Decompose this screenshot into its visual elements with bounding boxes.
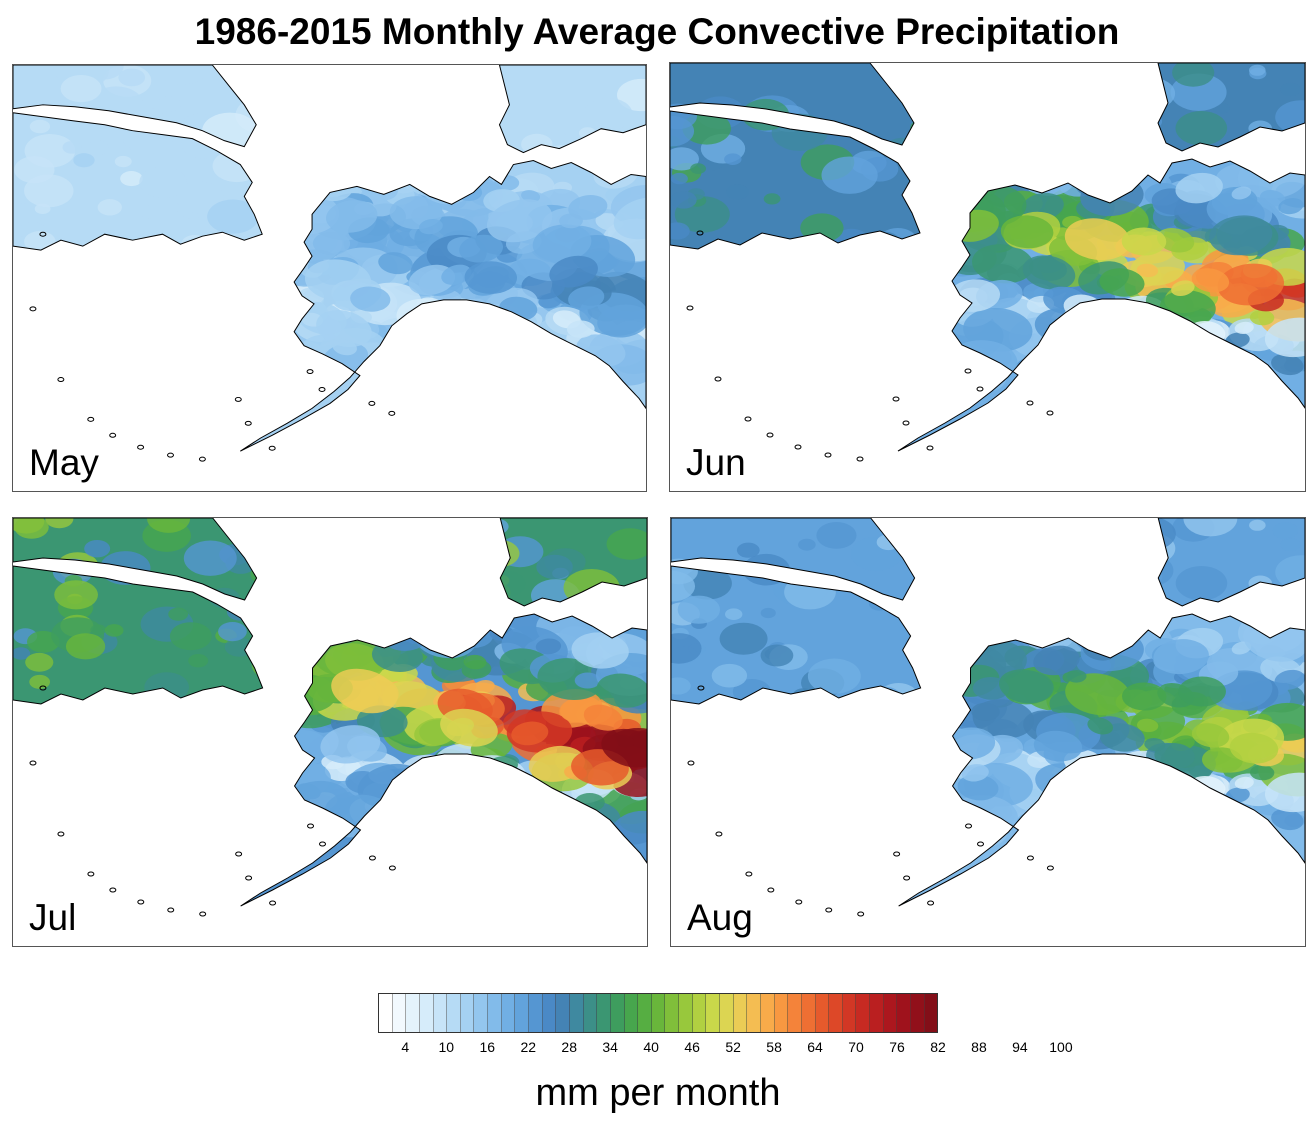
- unit-label: mm per month: [535, 1072, 781, 1114]
- colorbar-cell: [910, 994, 925, 1032]
- colorbar-tick-label: 10: [438, 1039, 455, 1055]
- color-legend: 4 10 16 22 28 34 40 46 52 58 64 70 76 82 88 94 100 mm pe…: [378, 993, 1073, 1114]
- colorbar-cell: [924, 994, 938, 1032]
- colorbar-cell: [529, 994, 543, 1032]
- colorbar-cell: [733, 994, 748, 1032]
- colorbar-cell: [706, 994, 721, 1032]
- colorbar-cell: [542, 994, 557, 1032]
- colorbar-cell: [406, 994, 420, 1032]
- colorbar-cell: [597, 994, 611, 1032]
- colorbar-ticks: 4 10 16 22 28 34 40 46 52 58 64 70 76 82 88 94 100: [378, 1039, 1072, 1059]
- colorbar-cell: [447, 994, 461, 1032]
- colorbar-cell: [747, 994, 761, 1032]
- colorbar-cell: [856, 994, 871, 1032]
- colorbar-tick-label: 40: [643, 1039, 659, 1055]
- precipitation-map-jun: [670, 63, 1305, 462]
- colorbar-cell: [556, 994, 570, 1032]
- month-label-may: May: [29, 442, 99, 483]
- map-panel-may: May: [12, 64, 647, 492]
- colorbar-tick-label: 82: [930, 1039, 946, 1055]
- colorbar-cell: [624, 994, 639, 1032]
- colorbar-tick-label: 88: [971, 1039, 987, 1055]
- colorbar-cell: [638, 994, 652, 1032]
- colorbar-cell: [692, 994, 707, 1032]
- coastlines: [13, 518, 647, 917]
- month-label-jun: Jun: [686, 442, 746, 483]
- coastlines: [671, 518, 1305, 917]
- colorbar-cell: [488, 994, 502, 1032]
- colorbar-cell: [829, 994, 843, 1032]
- coastlines: [670, 63, 1305, 462]
- month-label-aug: Aug: [687, 897, 753, 938]
- colorbar-cell: [419, 994, 434, 1032]
- colorbar-cell: [651, 994, 666, 1032]
- colorbar-tick-label: 34: [602, 1039, 618, 1055]
- colorbar-cell: [774, 994, 789, 1032]
- colorbar-cell: [569, 994, 584, 1032]
- colorbar-cell: [460, 994, 475, 1032]
- coastlines: [13, 65, 646, 462]
- colorbar-tick-label: 28: [561, 1039, 578, 1055]
- colorbar-cell: [501, 994, 516, 1032]
- colorbar-tick-label: 22: [520, 1039, 537, 1055]
- colorbar-tick-label: 64: [807, 1039, 823, 1055]
- figure-title: 1986-2015 Monthly Average Convective Pre…: [194, 11, 1120, 52]
- colorbar-cell: [788, 994, 802, 1032]
- map-panel-jul: Jul: [12, 517, 648, 947]
- colorbar-cell: [870, 994, 884, 1032]
- month-label-jul: Jul: [29, 897, 77, 938]
- colorbar-tick-label: 58: [766, 1039, 782, 1055]
- colorbar-tick-label: 70: [848, 1039, 864, 1055]
- colorbar-tick-label: 4: [401, 1039, 410, 1055]
- colorbar-tick-label: 46: [684, 1039, 700, 1055]
- colorbar-cell: [379, 994, 393, 1032]
- colorbar-cell: [842, 994, 857, 1032]
- colorbar-cell: [515, 994, 530, 1032]
- precipitation-map-may: [13, 65, 646, 462]
- colorbar-cell: [392, 994, 407, 1032]
- colorbar-cell: [883, 994, 898, 1032]
- colorbar-cell: [801, 994, 816, 1032]
- colorbar-cell: [720, 994, 734, 1032]
- colorbar-cell: [610, 994, 625, 1032]
- colorbar-tick-label: 76: [889, 1039, 905, 1055]
- colorbar-tick-label: 100: [1049, 1039, 1073, 1055]
- colorbar-cell: [665, 994, 680, 1032]
- colorbar-tick-label: 94: [1012, 1039, 1028, 1055]
- colorbar-cell: [679, 994, 693, 1032]
- colorbar-tick-label: 52: [725, 1039, 741, 1055]
- map-panel-jun: Jun: [669, 62, 1306, 492]
- colorbar-cell: [433, 994, 448, 1032]
- precipitation-map-jul: [13, 518, 647, 917]
- colorbar-cell: [474, 994, 489, 1032]
- colorbar-cell: [760, 994, 775, 1032]
- colorbar-tick-label: 16: [479, 1039, 496, 1055]
- colorbar: [378, 993, 938, 1033]
- colorbar-cell: [815, 994, 830, 1032]
- precipitation-map-aug: [671, 518, 1305, 917]
- map-panel-aug: Aug: [670, 517, 1306, 947]
- colorbar-cell: [583, 994, 598, 1032]
- colorbar-cell: [897, 994, 911, 1032]
